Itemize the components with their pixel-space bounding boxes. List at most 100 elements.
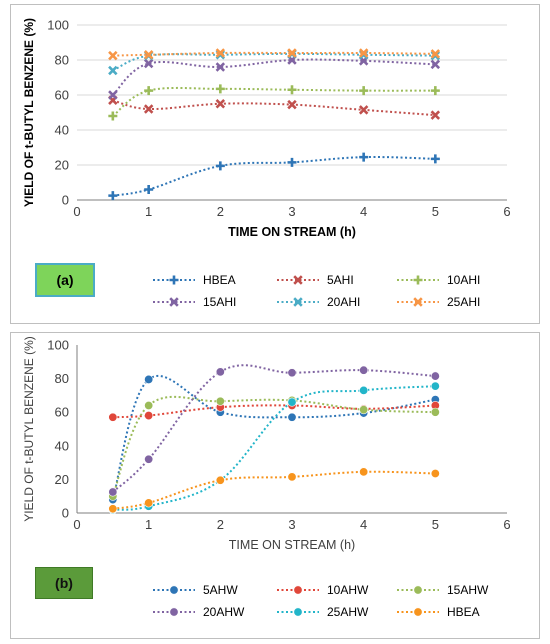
legend-swatch bbox=[277, 607, 319, 617]
legend-marker bbox=[293, 275, 303, 285]
legend-swatch bbox=[397, 275, 439, 285]
series-20AHW bbox=[108, 364, 440, 497]
series-15AHI bbox=[108, 55, 441, 100]
data-point bbox=[430, 469, 440, 479]
y-tick-label: 80 bbox=[55, 371, 69, 386]
data-point bbox=[287, 472, 297, 482]
y-axis-title: YIELD OF t-BUTYL BENZENE (%) bbox=[22, 18, 36, 207]
legend-label: 10AHI bbox=[447, 273, 481, 287]
data-point bbox=[287, 99, 297, 110]
legend-swatch bbox=[153, 297, 195, 307]
series-HBEA bbox=[108, 467, 440, 514]
series-5AHW bbox=[108, 374, 440, 505]
legend-label: HBEA bbox=[447, 605, 480, 619]
data-point bbox=[144, 498, 154, 508]
y-tick-label: 0 bbox=[62, 193, 69, 208]
legend-item: 10AHI bbox=[393, 273, 480, 287]
data-point bbox=[144, 374, 154, 384]
legend-swatch bbox=[277, 275, 319, 285]
data-point bbox=[108, 191, 118, 201]
data-point bbox=[359, 86, 369, 96]
data-point bbox=[108, 90, 118, 100]
legend-swatch bbox=[397, 607, 439, 617]
data-point bbox=[359, 467, 369, 477]
data-point bbox=[430, 407, 440, 417]
data-point bbox=[359, 385, 369, 395]
data-point bbox=[108, 504, 118, 514]
y-tick-label: 20 bbox=[55, 472, 69, 487]
chart-panel-a: 0 1 2 3 4 5 6 0 20 40 60 80 100 TIME ON STREAM (h) YIE… bbox=[10, 4, 540, 324]
legend-marker bbox=[169, 607, 179, 617]
legend-marker bbox=[413, 297, 423, 307]
x-tick-label: 6 bbox=[503, 517, 510, 532]
series-line bbox=[112, 156, 436, 197]
data-point bbox=[430, 371, 440, 381]
chart-panel-b: 0 1 2 3 4 5 6 0 20 40 60 80 100 TIME ON STREAM (h) YIE… bbox=[10, 332, 540, 639]
series-10AHI bbox=[108, 84, 440, 121]
legend-label: 5AHI bbox=[327, 273, 354, 287]
y-tick-label: 0 bbox=[62, 506, 69, 521]
legend-marker bbox=[169, 297, 179, 307]
x-tick-label: 3 bbox=[288, 204, 295, 219]
data-point bbox=[287, 48, 297, 58]
legend-swatch bbox=[153, 585, 195, 595]
legend-label: 25AHW bbox=[327, 605, 369, 619]
x-tick-label: 2 bbox=[217, 204, 224, 219]
series-line bbox=[112, 51, 436, 57]
legend-marker bbox=[293, 297, 303, 307]
y-axis-title: YIELD OF t-BUTYL BENZENE (%) bbox=[22, 336, 36, 522]
series-line bbox=[112, 364, 436, 493]
legend-marker bbox=[293, 585, 303, 595]
legend-label: 20AHW bbox=[203, 605, 245, 619]
legend-label: 25AHI bbox=[447, 295, 481, 309]
data-point bbox=[287, 85, 297, 95]
y-tick-label: 20 bbox=[55, 158, 69, 173]
x-tick-label: 5 bbox=[432, 204, 439, 219]
data-point bbox=[215, 62, 226, 72]
data-point bbox=[215, 84, 225, 94]
y-tick-label: 40 bbox=[55, 438, 69, 453]
series-5AHI bbox=[108, 95, 441, 120]
legend-item: 25AHW bbox=[273, 605, 368, 619]
data-point bbox=[430, 381, 440, 391]
series-line bbox=[112, 470, 436, 510]
legend-item: 5AHI bbox=[273, 273, 354, 287]
y-tick-label: 60 bbox=[55, 88, 69, 103]
data-point bbox=[430, 59, 441, 70]
y-tick-label: 80 bbox=[55, 53, 69, 68]
data-point bbox=[430, 154, 440, 164]
legend-item: 10AHW bbox=[273, 583, 368, 597]
data-point bbox=[215, 161, 225, 171]
data-point bbox=[358, 48, 369, 58]
x-tick-label: 4 bbox=[360, 517, 367, 532]
series-line bbox=[111, 395, 436, 497]
y-tick-label: 40 bbox=[55, 123, 69, 138]
data-point bbox=[144, 411, 154, 421]
x-tick-label: 4 bbox=[360, 204, 367, 219]
data-point bbox=[144, 185, 154, 194]
legend-marker bbox=[293, 607, 303, 617]
legend-item: 15AHI bbox=[149, 295, 236, 309]
legend-item: 5AHW bbox=[149, 583, 238, 597]
legend-item: 20AHW bbox=[149, 605, 244, 619]
series-line bbox=[112, 58, 436, 96]
data-point bbox=[108, 65, 118, 76]
x-tick-label: 0 bbox=[73, 517, 80, 532]
series-HBEA bbox=[108, 152, 440, 201]
data-point bbox=[287, 157, 297, 167]
legend-label: HBEA bbox=[203, 273, 236, 287]
data-point bbox=[215, 475, 225, 485]
y-tick-label: 100 bbox=[47, 18, 69, 33]
legend-label: 15AHI bbox=[203, 295, 237, 309]
data-point bbox=[215, 48, 226, 58]
data-point bbox=[108, 487, 118, 497]
data-point bbox=[108, 50, 118, 61]
data-point bbox=[215, 396, 225, 406]
series-line bbox=[112, 385, 436, 511]
data-point bbox=[358, 105, 369, 115]
legend-marker bbox=[413, 275, 423, 285]
legend-item: 20AHI bbox=[273, 295, 360, 309]
data-point bbox=[287, 412, 297, 422]
